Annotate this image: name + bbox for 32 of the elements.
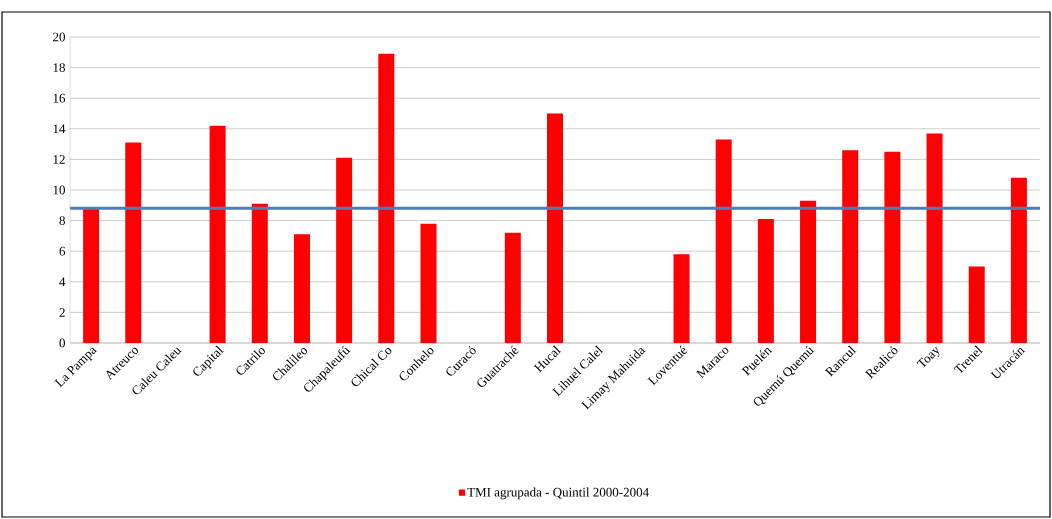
- bar: [378, 53, 395, 343]
- bar: [926, 133, 943, 343]
- bar: [83, 208, 100, 343]
- bar: [504, 232, 521, 343]
- x-tick-label: Toay: [916, 346, 940, 368]
- y-tick-label: 2: [59, 308, 65, 317]
- y-tick-label: 12: [53, 155, 65, 164]
- y-tick-label: 10: [53, 185, 65, 195]
- y-tick-label: 8: [59, 216, 65, 225]
- bar: [125, 142, 142, 343]
- bar: [884, 151, 901, 343]
- bar: [420, 223, 437, 343]
- bar: [757, 219, 774, 343]
- bar: [336, 157, 353, 343]
- bar: [673, 254, 690, 343]
- y-tick-label: 18: [53, 63, 65, 72]
- bar: [293, 234, 310, 343]
- bar: [209, 125, 226, 343]
- bar: [1010, 177, 1027, 343]
- bar: [800, 200, 817, 343]
- y-tick-label: 6: [59, 246, 66, 256]
- y-tick-label: 14: [53, 124, 66, 134]
- y-tick-label: 4: [59, 277, 66, 287]
- bar: [251, 203, 268, 343]
- bar: [842, 150, 859, 343]
- y-tick-label: 20: [53, 32, 65, 42]
- y-tick-label: 0: [59, 338, 65, 348]
- bar: [547, 113, 563, 343]
- bar: [715, 139, 732, 343]
- legend-label: TMI agrupada - Quintil 2000-2004: [467, 487, 649, 500]
- y-tick-label: 16: [53, 93, 66, 103]
- bar: [968, 266, 985, 343]
